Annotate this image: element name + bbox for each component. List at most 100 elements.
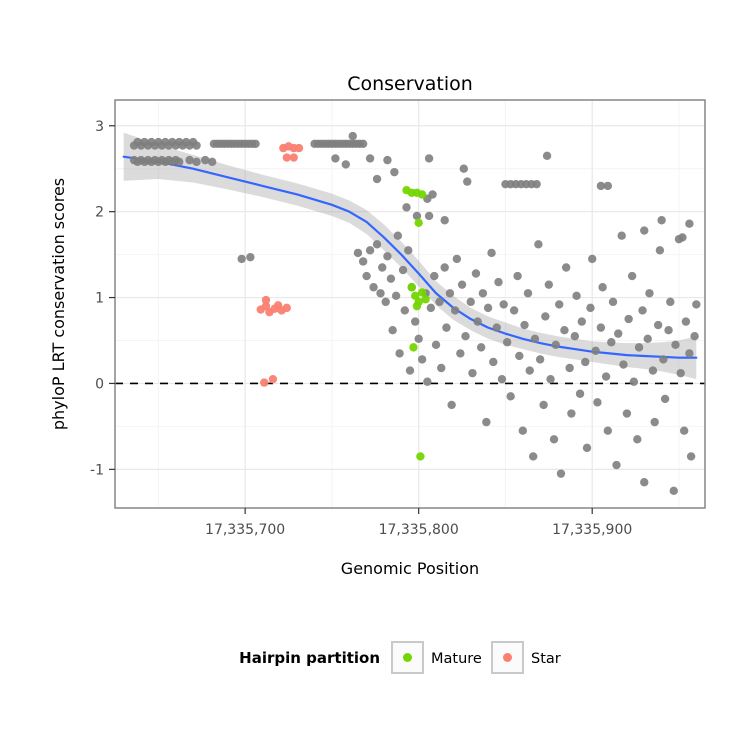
point-other — [523, 289, 533, 298]
point-mature — [416, 452, 425, 461]
point-other — [614, 329, 623, 338]
point-other — [518, 426, 527, 435]
point-other — [365, 246, 375, 255]
point-other — [539, 400, 548, 410]
point-other — [185, 155, 194, 165]
point-other — [542, 151, 552, 161]
point-other — [603, 181, 613, 191]
point-other — [353, 248, 363, 258]
point-other — [424, 154, 434, 163]
point-other — [575, 389, 585, 398]
x-axis-title: Genomic Position — [341, 559, 479, 578]
x-tick-label: 17,335,700 — [205, 522, 285, 538]
panel-background — [115, 100, 705, 508]
point-other — [681, 317, 691, 326]
point-other — [388, 325, 397, 335]
point-other — [655, 246, 665, 255]
point-other — [567, 409, 576, 418]
point-other — [659, 355, 668, 364]
point-other — [440, 216, 449, 225]
point-other — [685, 349, 694, 358]
point-other — [192, 157, 201, 167]
point-other — [627, 271, 637, 281]
point-other — [237, 254, 246, 264]
point-other — [463, 177, 472, 186]
point-other — [596, 323, 606, 332]
point-mature — [421, 295, 430, 304]
point-other — [622, 409, 632, 418]
point-mature — [417, 288, 427, 297]
point-other — [560, 325, 569, 335]
legend: Hairpin partition Mature Star — [239, 641, 561, 674]
point-star — [268, 374, 278, 384]
confidence-band — [123, 132, 697, 380]
legend-key-mature — [391, 641, 424, 674]
point-other — [629, 377, 639, 386]
point-other — [348, 131, 357, 141]
point-star — [294, 143, 304, 153]
point-other — [424, 211, 434, 221]
point-other — [612, 460, 621, 470]
point-other — [478, 289, 488, 298]
y-tick-label: 3 — [95, 119, 104, 135]
point-other — [669, 486, 678, 496]
point-other — [499, 300, 508, 309]
x-tick-label: 17,335,900 — [552, 522, 632, 538]
legend-title: Hairpin partition — [239, 649, 380, 667]
y-tick-label: 0 — [95, 376, 104, 392]
point-other — [431, 340, 441, 349]
point-star — [260, 378, 269, 387]
point-other — [535, 355, 545, 364]
point-other — [411, 317, 420, 326]
point-other — [640, 226, 649, 235]
point-other — [601, 372, 611, 381]
point-other — [437, 363, 446, 373]
y-axis-title: phyloP LRT conservation scores — [49, 178, 68, 430]
point-other — [192, 141, 201, 150]
point-other — [549, 435, 559, 444]
point-other — [551, 340, 560, 349]
point-other — [506, 392, 515, 401]
point-other — [565, 363, 574, 373]
point-other — [466, 297, 475, 307]
point-other — [555, 300, 564, 309]
point-mature — [409, 343, 418, 352]
geom-layer — [115, 132, 705, 385]
legend-swatch-mature-icon — [403, 653, 412, 662]
point-other — [445, 289, 455, 298]
point-other — [489, 357, 498, 367]
point-other — [633, 435, 642, 444]
point-star — [282, 153, 291, 162]
y-tick-label: 1 — [95, 291, 104, 307]
point-other — [365, 154, 375, 163]
point-other — [369, 283, 378, 292]
point-other — [685, 219, 694, 228]
point-other — [442, 323, 451, 332]
point-other — [591, 346, 600, 356]
point-other — [582, 443, 592, 453]
point-other — [645, 289, 654, 298]
point-other — [461, 332, 470, 341]
point-other — [619, 360, 628, 369]
point-other — [376, 289, 385, 298]
point-other — [487, 248, 496, 258]
point-other — [358, 139, 368, 149]
point-other — [476, 343, 486, 352]
point-other — [207, 157, 217, 167]
point-other — [457, 280, 467, 289]
point-other — [468, 368, 477, 378]
point-other — [482, 417, 491, 427]
point-other — [459, 164, 468, 173]
point-other — [671, 340, 680, 349]
point-other — [395, 349, 404, 358]
point-other — [643, 334, 652, 343]
point-other — [447, 400, 456, 410]
axes-layer: 17,335,700 17,335,800 17,335,900 -1 0 1 2 3 — [90, 99, 706, 538]
point-other — [529, 452, 538, 461]
point-other — [402, 203, 411, 212]
point-other — [471, 269, 481, 278]
point-other — [596, 181, 606, 191]
point-other — [588, 254, 597, 264]
point-other — [383, 155, 392, 165]
point-other — [492, 323, 501, 332]
